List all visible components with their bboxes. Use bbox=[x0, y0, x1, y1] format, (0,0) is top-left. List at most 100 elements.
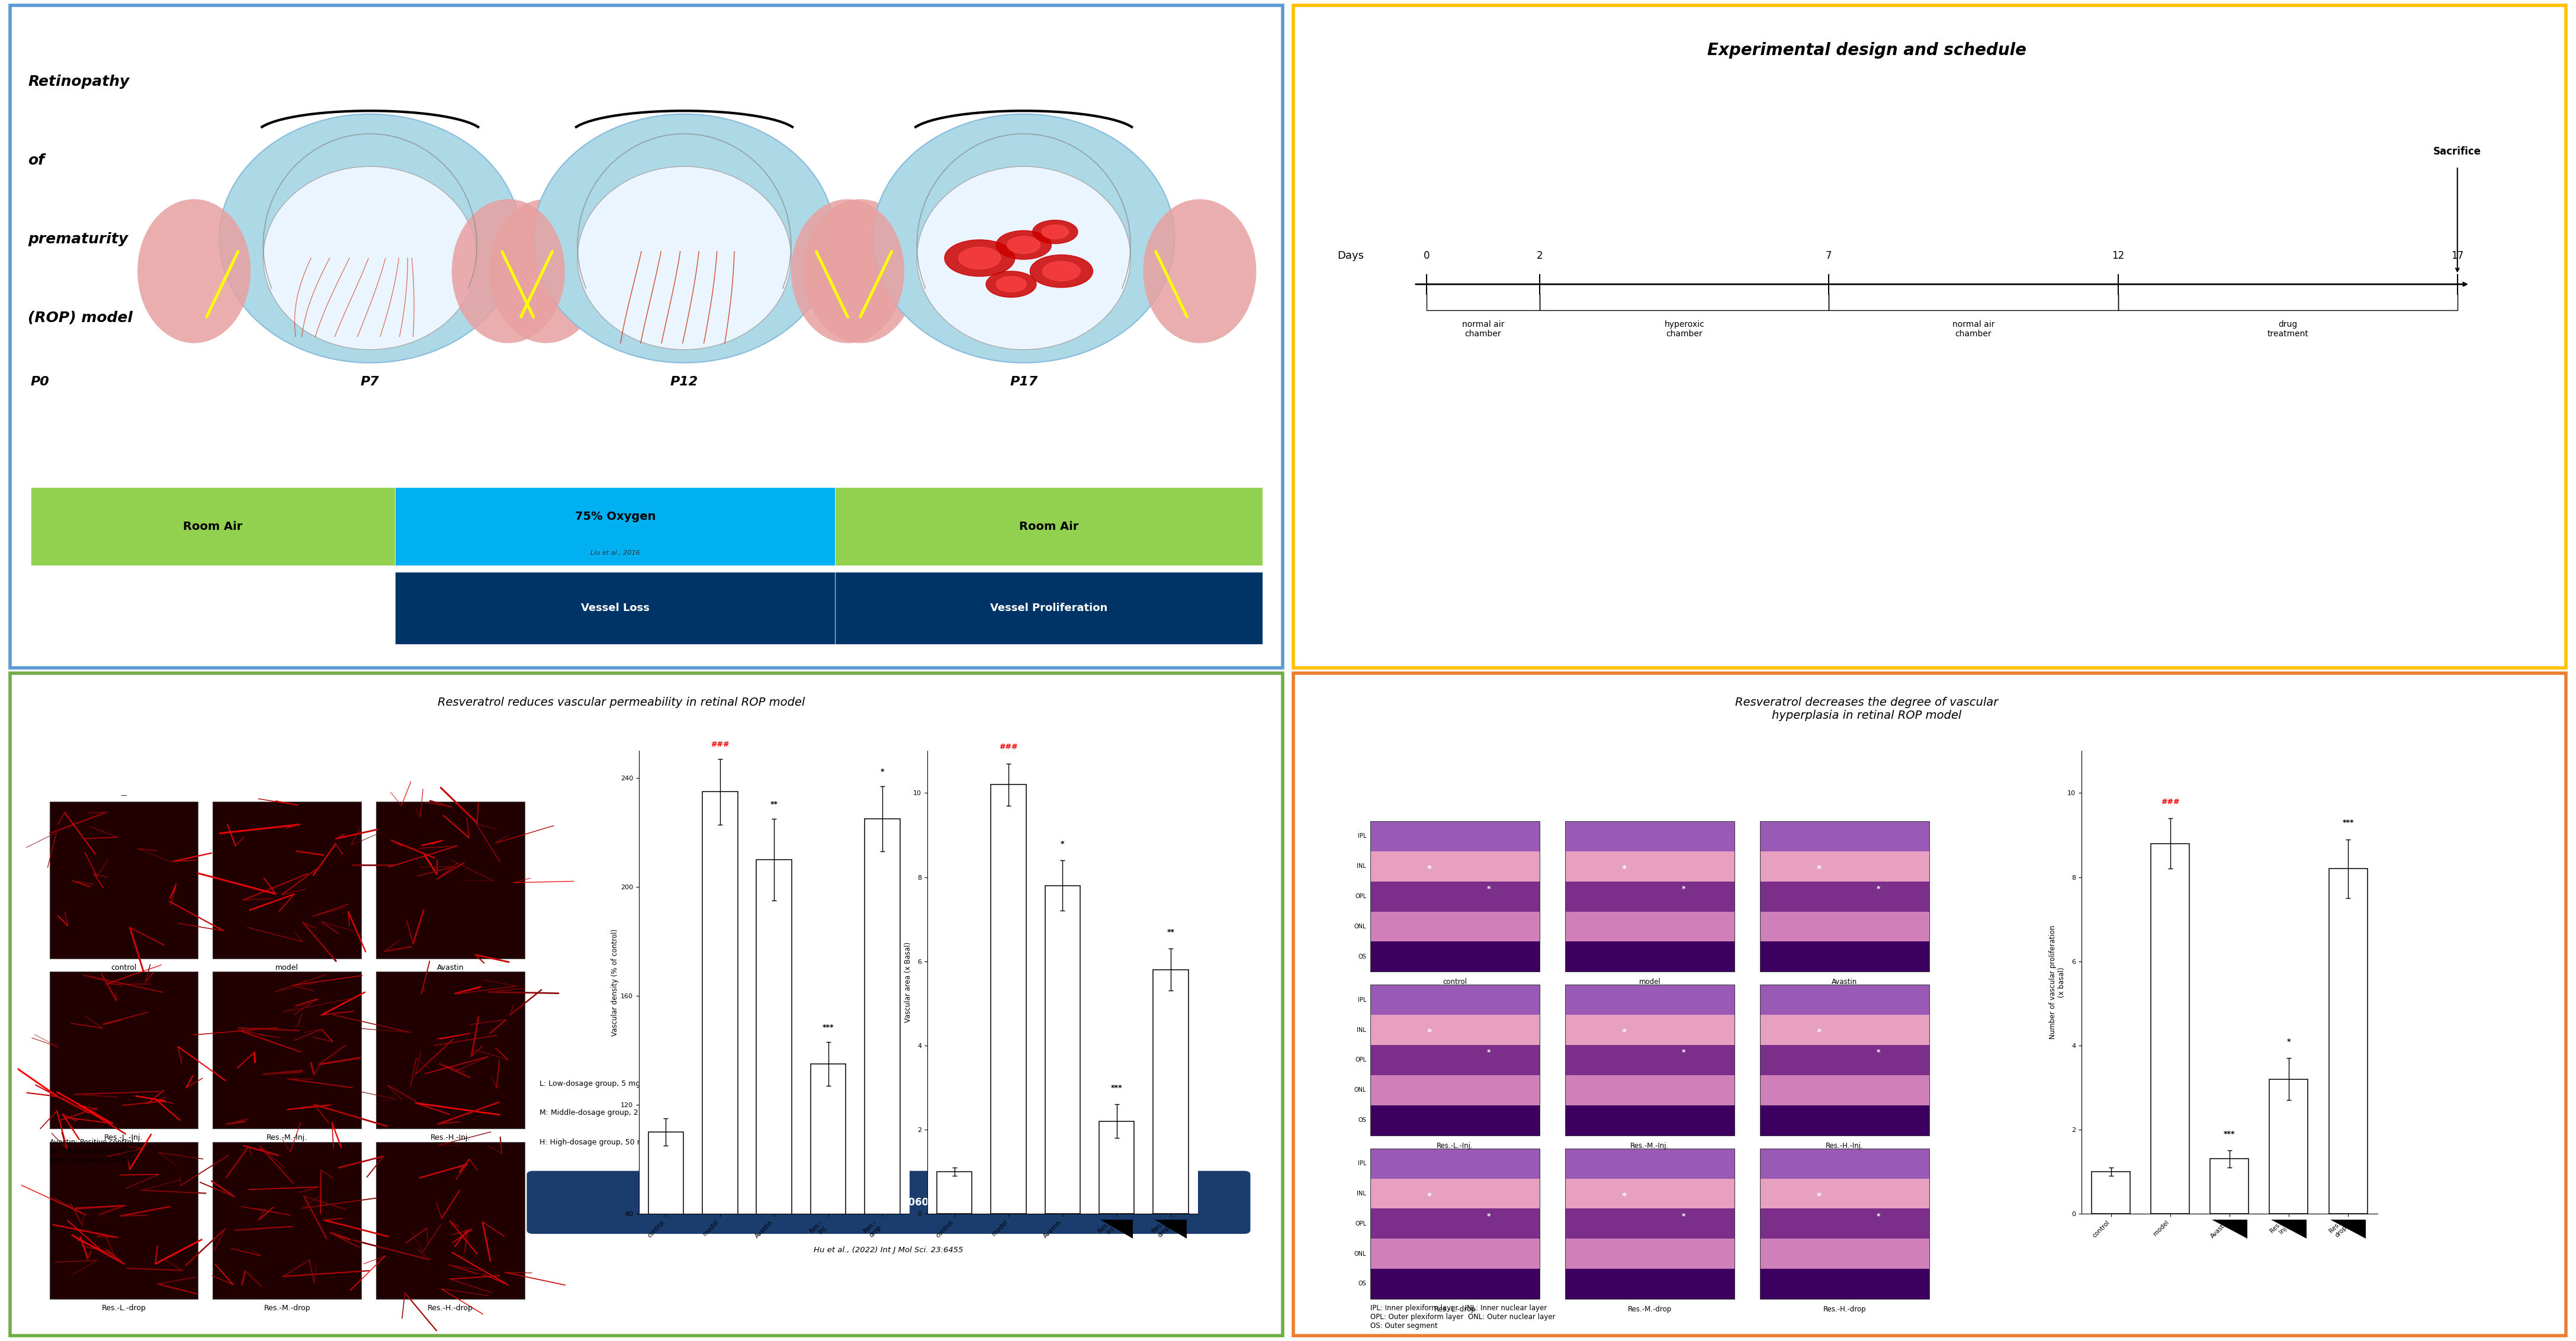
Text: *: * bbox=[1486, 1212, 1492, 1220]
FancyBboxPatch shape bbox=[1370, 1015, 1540, 1045]
Text: P7: P7 bbox=[361, 375, 379, 388]
Text: Avastin: Positive control
Inj.: Intravitreal injection
Drop: Topical instillatio: Avastin: Positive control Inj.: Intravit… bbox=[49, 1139, 137, 1164]
Circle shape bbox=[997, 231, 1051, 259]
FancyBboxPatch shape bbox=[1370, 852, 1540, 881]
Text: of: of bbox=[28, 153, 44, 168]
Ellipse shape bbox=[804, 200, 917, 343]
Circle shape bbox=[1030, 255, 1092, 287]
FancyBboxPatch shape bbox=[1759, 1269, 1929, 1299]
Y-axis label: Number of vascular proliferation
(x basal): Number of vascular proliferation (x basa… bbox=[2048, 925, 2066, 1039]
Text: Res.-M.-Inj.: Res.-M.-Inj. bbox=[265, 1134, 307, 1141]
Text: ***: *** bbox=[822, 1023, 835, 1031]
Text: drug
treatment: drug treatment bbox=[2267, 320, 2308, 338]
Circle shape bbox=[1007, 236, 1041, 253]
Ellipse shape bbox=[791, 200, 904, 343]
Text: IPL: IPL bbox=[1358, 833, 1365, 839]
Text: control: control bbox=[1443, 978, 1466, 986]
FancyBboxPatch shape bbox=[1564, 1208, 1734, 1239]
FancyBboxPatch shape bbox=[1564, 1105, 1734, 1136]
FancyBboxPatch shape bbox=[214, 1141, 361, 1299]
Y-axis label: Vascular area (x Basal): Vascular area (x Basal) bbox=[904, 941, 912, 1023]
Polygon shape bbox=[1154, 1220, 1188, 1239]
Text: ONL: ONL bbox=[1355, 924, 1365, 929]
Text: Days: Days bbox=[1337, 251, 1363, 261]
Bar bbox=[992, 784, 1025, 1214]
Text: *: * bbox=[1427, 865, 1432, 874]
FancyBboxPatch shape bbox=[1564, 1045, 1734, 1075]
FancyBboxPatch shape bbox=[1564, 821, 1734, 852]
Ellipse shape bbox=[577, 166, 791, 350]
Text: control: control bbox=[111, 964, 137, 971]
Text: Vessel Proliferation: Vessel Proliferation bbox=[989, 603, 1108, 613]
Text: Resveratrol decreases the degree of vascular
hyperplasia in retinal ROP model: Resveratrol decreases the degree of vasc… bbox=[1736, 697, 1999, 721]
FancyBboxPatch shape bbox=[1370, 1105, 1540, 1136]
FancyBboxPatch shape bbox=[1370, 1075, 1540, 1105]
Ellipse shape bbox=[219, 114, 520, 363]
FancyBboxPatch shape bbox=[1370, 941, 1540, 972]
Text: Res.-M.-drop: Res.-M.-drop bbox=[1628, 1305, 1672, 1313]
Text: INL: INL bbox=[1358, 864, 1365, 869]
Text: Res.-H.-Inj.: Res.-H.-Inj. bbox=[430, 1134, 471, 1141]
Bar bbox=[2269, 1080, 2308, 1214]
Bar bbox=[1154, 970, 1188, 1214]
FancyBboxPatch shape bbox=[1370, 821, 1540, 852]
Circle shape bbox=[997, 276, 1025, 292]
Text: Patent No.: CN 110604763 A: Patent No.: CN 110604763 A bbox=[809, 1198, 969, 1208]
Polygon shape bbox=[866, 1219, 899, 1232]
FancyBboxPatch shape bbox=[1564, 881, 1734, 912]
Polygon shape bbox=[1100, 1220, 1133, 1239]
Ellipse shape bbox=[263, 166, 477, 350]
FancyBboxPatch shape bbox=[1370, 1045, 1540, 1075]
Text: Res.-M.-Inj.: Res.-M.-Inj. bbox=[1631, 1141, 1669, 1149]
Text: OS: OS bbox=[1358, 1117, 1365, 1124]
FancyBboxPatch shape bbox=[1759, 1239, 1929, 1269]
Circle shape bbox=[1041, 225, 1069, 239]
Text: P0: P0 bbox=[31, 375, 49, 388]
FancyBboxPatch shape bbox=[1759, 1075, 1929, 1105]
Text: Room Air: Room Air bbox=[183, 520, 242, 532]
Text: hyperoxic
chamber: hyperoxic chamber bbox=[1664, 320, 1705, 338]
Text: prematurity: prematurity bbox=[28, 232, 129, 247]
FancyBboxPatch shape bbox=[49, 802, 198, 959]
Text: Experimental design and schedule: Experimental design and schedule bbox=[1708, 42, 2027, 59]
Text: OPL: OPL bbox=[1355, 893, 1365, 900]
Text: Res.-H.-Inj.: Res.-H.-Inj. bbox=[1826, 1141, 1862, 1149]
Text: Avastin: Avastin bbox=[438, 964, 464, 971]
Circle shape bbox=[1043, 261, 1079, 282]
FancyBboxPatch shape bbox=[1564, 984, 1734, 1015]
Text: Hu et al., (2022) Int J Mol Sci. 23:6455: Hu et al., (2022) Int J Mol Sci. 23:6455 bbox=[814, 1247, 963, 1254]
Text: **: ** bbox=[770, 801, 778, 809]
Text: *: * bbox=[1486, 885, 1492, 893]
FancyBboxPatch shape bbox=[1564, 1075, 1734, 1105]
FancyBboxPatch shape bbox=[49, 972, 198, 1129]
FancyBboxPatch shape bbox=[1370, 1208, 1540, 1239]
Text: normal air
chamber: normal air chamber bbox=[1953, 320, 1994, 338]
Text: normal air
chamber: normal air chamber bbox=[1463, 320, 1504, 338]
Text: ONL: ONL bbox=[1355, 1251, 1365, 1257]
Polygon shape bbox=[2272, 1220, 2306, 1239]
Text: INL: INL bbox=[1358, 1027, 1365, 1033]
FancyBboxPatch shape bbox=[1759, 881, 1929, 912]
Text: ***: *** bbox=[2342, 819, 2354, 826]
Text: *: * bbox=[1623, 865, 1625, 874]
Text: (ROP) model: (ROP) model bbox=[28, 310, 134, 325]
Text: *: * bbox=[1875, 885, 1880, 893]
Text: M: Middle-dosage group, 25 mg/kg: M: Middle-dosage group, 25 mg/kg bbox=[541, 1109, 670, 1117]
Ellipse shape bbox=[917, 166, 1131, 350]
Text: *: * bbox=[1816, 865, 1821, 874]
Bar bbox=[2092, 1172, 2130, 1214]
Circle shape bbox=[958, 247, 1002, 270]
Text: *: * bbox=[1682, 885, 1685, 893]
Circle shape bbox=[945, 240, 1015, 276]
FancyBboxPatch shape bbox=[1759, 852, 1929, 881]
Circle shape bbox=[1033, 220, 1077, 244]
Text: OS: OS bbox=[1358, 1281, 1365, 1287]
FancyBboxPatch shape bbox=[1564, 1269, 1734, 1299]
Polygon shape bbox=[811, 1219, 845, 1232]
FancyBboxPatch shape bbox=[1564, 852, 1734, 881]
Text: Resveratrol reduces vascular permeability in retinal ROP model: Resveratrol reduces vascular permeabilit… bbox=[438, 697, 806, 708]
FancyBboxPatch shape bbox=[394, 573, 835, 644]
Text: model: model bbox=[276, 964, 299, 971]
Text: *: * bbox=[1816, 1192, 1821, 1202]
Text: *: * bbox=[1486, 1049, 1492, 1057]
